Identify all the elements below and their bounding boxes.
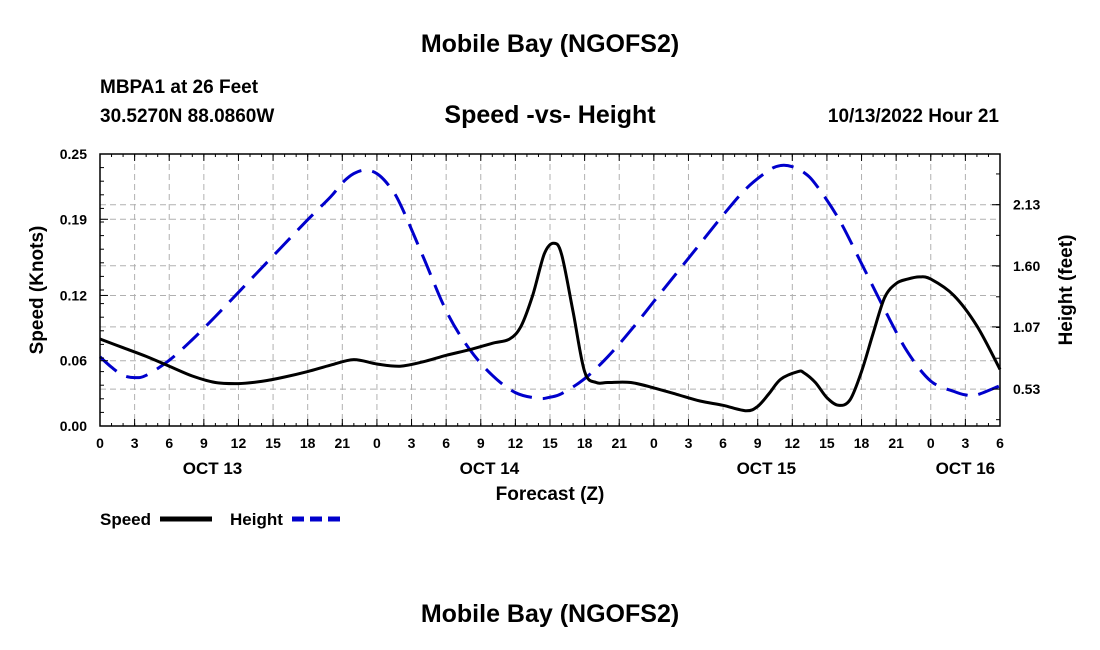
x-tick-label: 3: [685, 435, 693, 451]
x-date-label: OCT 13: [183, 459, 243, 478]
x-date-label: OCT 16: [936, 459, 996, 478]
legend-height-label: Height: [230, 510, 283, 529]
footer-title: Mobile Bay (NGOFS2): [420, 600, 680, 628]
x-date-label: OCT 15: [737, 459, 797, 478]
x-tick-label: 6: [719, 435, 727, 451]
chart-title: Speed -vs- Height: [444, 101, 656, 129]
x-tick-label: 18: [577, 435, 593, 451]
x-axis-title: Forecast (Z): [496, 484, 605, 505]
y-left-tick-label: 0.12: [60, 287, 87, 303]
y-right-tick-label: 0.53: [1013, 381, 1040, 397]
legend: Speed Height: [100, 510, 343, 529]
x-tick-label: 0: [927, 435, 935, 451]
y-left-tick-label: 0.25: [60, 146, 87, 162]
y-axis-right-title: Height (feet): [1056, 235, 1077, 346]
x-tick-label: 12: [785, 435, 801, 451]
x-tick-label: 18: [300, 435, 316, 451]
y-right-tick-label: 1.60: [1013, 258, 1040, 274]
series-layer: [98, 163, 1002, 413]
x-tick-label: 6: [165, 435, 173, 451]
x-tick-label: 15: [819, 435, 835, 451]
y-left-tick-label: 0.00: [60, 418, 87, 434]
x-tick-label: 15: [542, 435, 558, 451]
x-tick-label: 15: [265, 435, 281, 451]
y-axis-left-title: Speed (Knots): [27, 226, 48, 355]
y-left-tick-label: 0.06: [60, 353, 87, 369]
x-date-label: OCT 14: [460, 459, 520, 478]
x-tick-label: 0: [373, 435, 381, 451]
x-tick-label: 0: [650, 435, 658, 451]
x-tick-label: 21: [888, 435, 904, 451]
grid-layer: [100, 154, 1000, 426]
x-tick-label: 3: [131, 435, 139, 451]
x-tick-label: 12: [231, 435, 247, 451]
x-tick-label: 3: [961, 435, 969, 451]
speed-series-line: [99, 241, 1002, 413]
x-tick-label: 3: [408, 435, 416, 451]
x-tick-label: 18: [854, 435, 870, 451]
y-right-tick-label: 1.07: [1013, 319, 1040, 335]
main-title: Mobile Bay (NGOFS2): [420, 30, 680, 58]
x-tick-label: 12: [508, 435, 524, 451]
x-tick-label: 6: [442, 435, 450, 451]
y-left-tick-label: 0.19: [60, 211, 87, 227]
station-coordinates: 30.5270N 88.0860W: [100, 106, 275, 127]
legend-speed-label: Speed: [100, 510, 151, 529]
axis-layer: 0 3 6 9 12 15 18 21 0 3 6 9 12 15 18 21 0 3 6 9 12 15 18 21 0 3 6O…: [60, 146, 1041, 478]
height-series-line: [98, 163, 1001, 401]
x-tick-label: 9: [754, 435, 762, 451]
x-tick-label: 21: [335, 435, 351, 451]
forecast-run-time: 10/13/2022 Hour 21: [827, 106, 999, 127]
station-name: MBPA1 at 26 Feet: [100, 77, 259, 98]
x-tick-label: 0: [96, 435, 104, 451]
x-tick-label: 9: [200, 435, 208, 451]
y-right-tick-label: 2.13: [1013, 197, 1040, 213]
x-tick-label: 9: [477, 435, 485, 451]
x-tick-label: 6: [996, 435, 1004, 451]
x-tick-label: 21: [611, 435, 627, 451]
